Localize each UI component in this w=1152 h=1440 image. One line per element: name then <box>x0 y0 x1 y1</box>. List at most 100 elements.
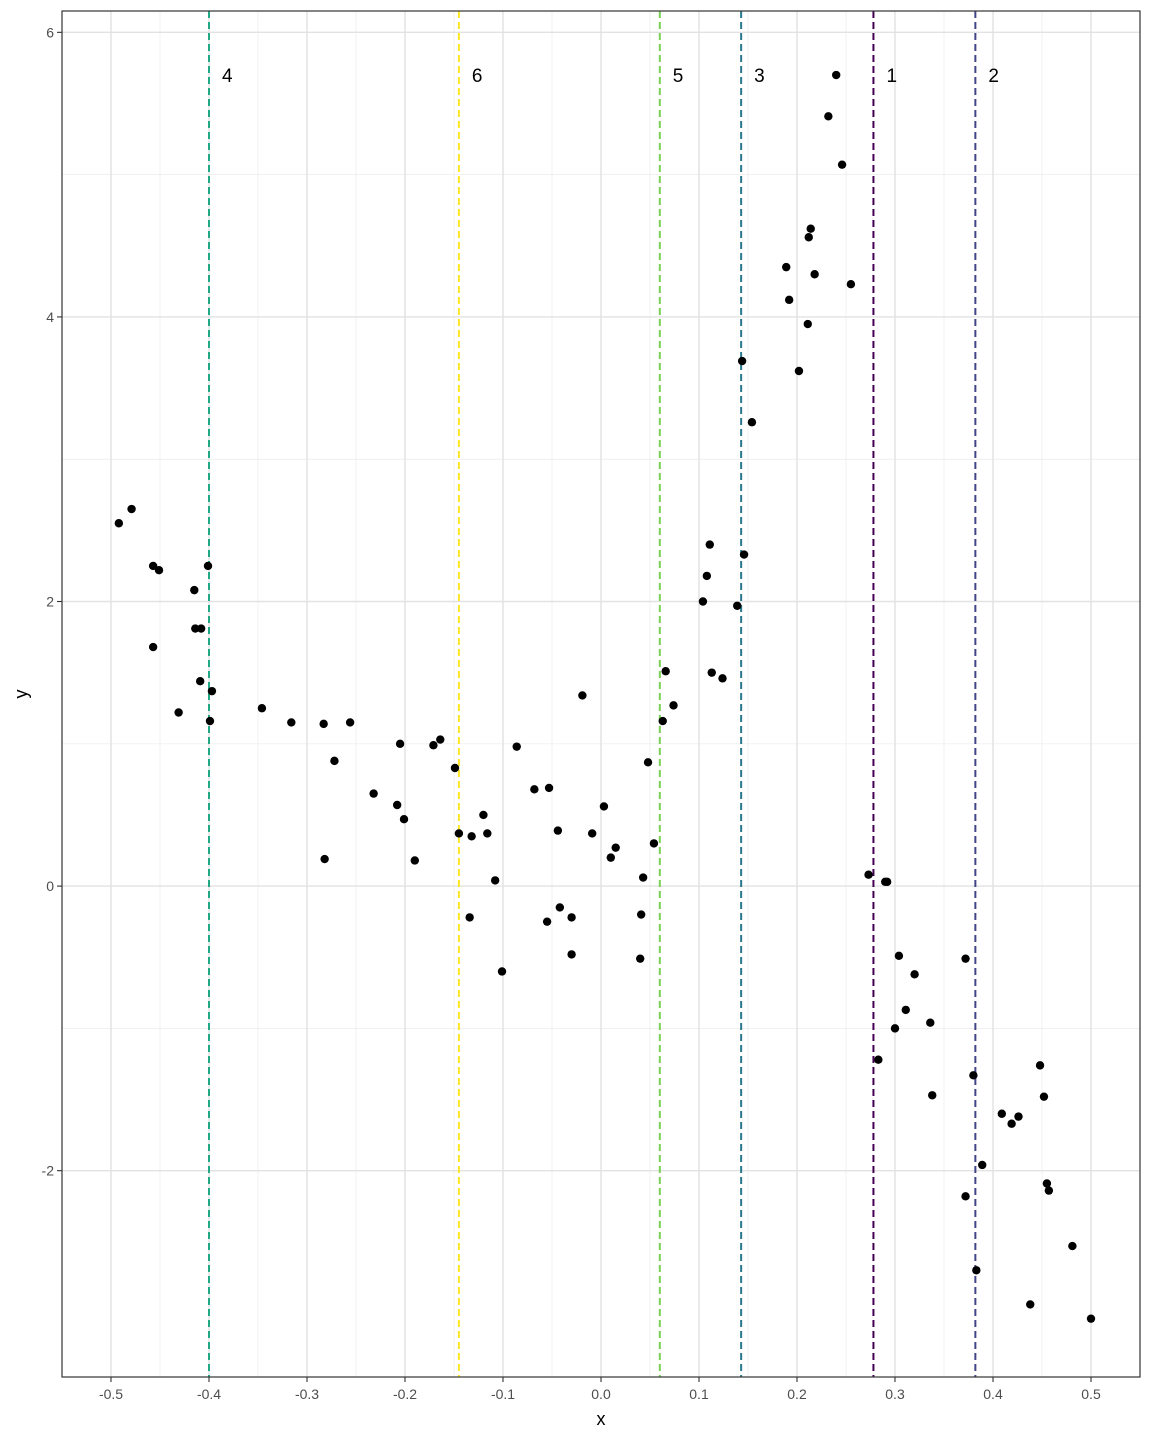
y-axis-title: y <box>11 690 31 699</box>
data-point <box>910 970 919 979</box>
data-point <box>702 571 712 581</box>
data-point <box>636 910 646 919</box>
data-point <box>454 829 464 838</box>
data-point <box>553 826 563 835</box>
x-tick-label: 0.2 <box>787 1386 807 1402</box>
data-point <box>658 716 667 726</box>
data-point <box>544 783 554 793</box>
y-tick-label: 6 <box>46 24 54 40</box>
data-point <box>1042 1179 1052 1188</box>
data-point <box>874 1055 883 1064</box>
data-point <box>148 561 158 571</box>
data-point <box>926 1018 935 1027</box>
data-point <box>737 356 747 366</box>
data-point <box>369 789 378 798</box>
data-point <box>203 561 213 571</box>
data-point <box>794 366 804 376</box>
data-point <box>530 785 539 794</box>
data-point <box>1035 1061 1045 1070</box>
data-point <box>319 719 328 729</box>
data-point <box>978 1160 987 1170</box>
data-point <box>636 954 645 963</box>
data-point <box>810 270 819 279</box>
x-axis-ticks: -0.5 -0.4 -0.3 -0.2 -0.1 0.0 0.1 0.2 0.3 0.4 0.5 <box>99 1377 1101 1402</box>
data-point <box>804 233 813 242</box>
data-point <box>611 843 620 852</box>
data-point <box>643 758 653 767</box>
x-tick-label: -0.4 <box>197 1386 221 1402</box>
data-point <box>555 903 565 912</box>
data-point <box>190 585 199 595</box>
data-point <box>832 70 841 80</box>
data-point <box>997 1109 1007 1118</box>
x-tick-label: 0.0 <box>591 1386 611 1402</box>
y-tick-label: 4 <box>46 309 54 325</box>
data-point <box>512 742 521 751</box>
vline-label-4: 4 <box>222 66 233 87</box>
x-tick-label: -0.5 <box>99 1386 123 1402</box>
data-point <box>782 262 791 272</box>
data-point <box>638 873 648 882</box>
data-points <box>114 70 1096 1323</box>
data-point <box>890 1024 900 1033</box>
x-tick-label: -0.1 <box>491 1386 515 1402</box>
y-tick-label: -2 <box>42 1163 55 1179</box>
x-tick-label: 0.5 <box>1081 1386 1101 1402</box>
data-point <box>1014 1112 1023 1121</box>
data-point <box>578 691 587 700</box>
data-point <box>196 624 206 633</box>
data-point <box>649 839 659 848</box>
data-point <box>806 224 815 233</box>
data-point <box>1039 1092 1049 1101</box>
x-axis-title: x <box>597 1409 606 1429</box>
data-point <box>718 674 727 683</box>
data-point <box>784 295 794 305</box>
vline-label-3: 3 <box>754 66 765 87</box>
data-point <box>114 519 124 528</box>
data-point <box>587 829 597 838</box>
data-point <box>542 917 552 926</box>
vline-label-2: 2 <box>988 66 999 87</box>
data-point <box>661 667 670 676</box>
data-point <box>148 642 158 652</box>
data-point <box>479 810 488 820</box>
vline-label-1: 1 <box>886 66 897 87</box>
vline-label-6: 6 <box>472 66 483 87</box>
data-point <box>483 829 492 838</box>
y-tick-label: 2 <box>46 594 54 610</box>
data-point <box>705 540 714 549</box>
data-point <box>205 716 215 726</box>
data-point <box>698 597 708 606</box>
data-point <box>450 763 460 773</box>
data-point <box>127 504 136 514</box>
data-point <box>733 601 742 610</box>
data-point <box>191 624 200 633</box>
data-point <box>174 708 183 717</box>
x-tick-label: 0.1 <box>689 1386 709 1402</box>
data-point <box>257 704 267 713</box>
data-point <box>465 913 474 922</box>
data-point <box>330 756 339 766</box>
data-point <box>1026 1300 1035 1309</box>
vline-label-5: 5 <box>673 66 684 87</box>
data-point <box>1086 1314 1096 1323</box>
data-point <box>392 800 402 810</box>
grid-major <box>62 11 1140 1377</box>
x-tick-label: -0.3 <box>295 1386 319 1402</box>
data-point <box>894 951 904 961</box>
data-point <box>707 668 716 677</box>
data-point <box>1007 1119 1016 1128</box>
data-point <box>606 853 615 862</box>
data-point <box>1044 1186 1054 1195</box>
data-point <box>747 418 757 427</box>
data-point <box>154 566 164 575</box>
data-point <box>345 718 355 727</box>
data-point <box>969 1071 978 1080</box>
data-point <box>567 950 576 959</box>
data-point <box>399 815 409 824</box>
x-tick-label: -0.2 <box>393 1386 417 1402</box>
data-point <box>320 854 329 864</box>
data-point <box>287 718 296 727</box>
vertical-reference-lines: 1 2 3 4 5 6 <box>208 11 999 1377</box>
